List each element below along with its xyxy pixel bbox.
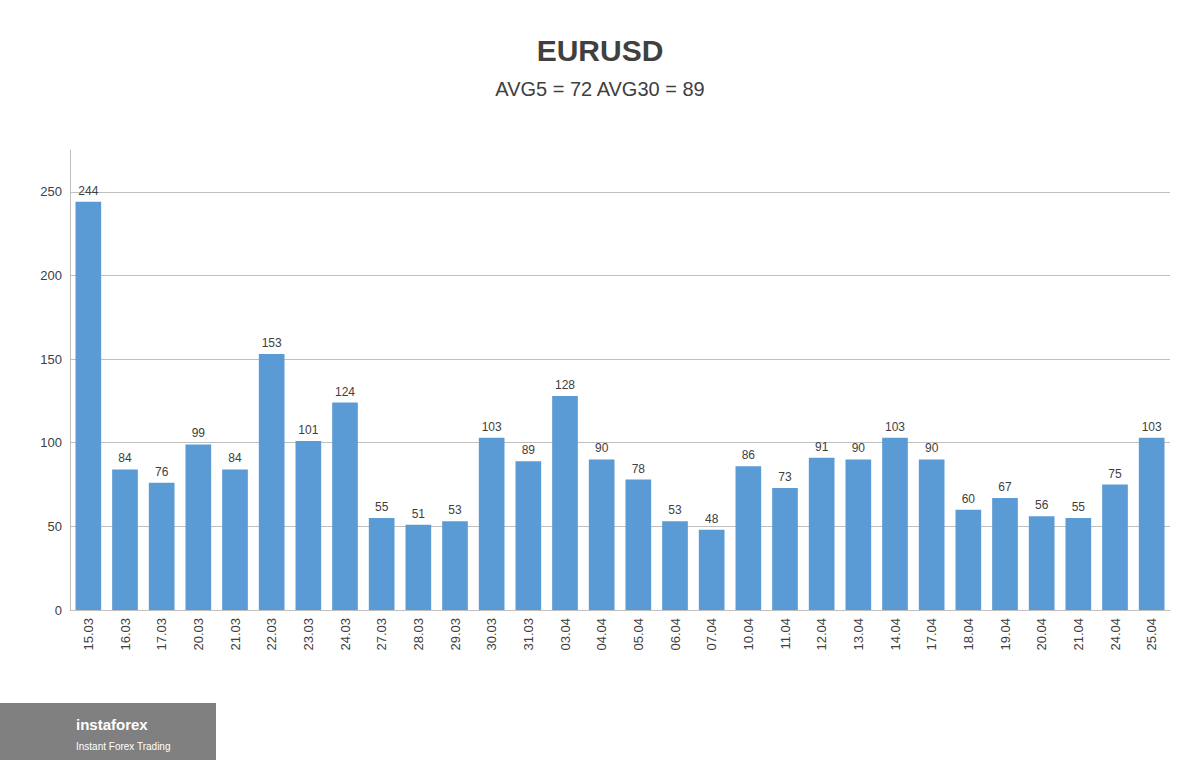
svg-text:100: 100: [40, 435, 62, 450]
svg-text:124: 124: [335, 385, 355, 399]
svg-text:05.04: 05.04: [631, 618, 646, 651]
svg-text:14.04: 14.04: [888, 618, 903, 651]
svg-text:90: 90: [925, 441, 939, 455]
svg-text:50: 50: [48, 519, 62, 534]
svg-text:21.04: 21.04: [1071, 618, 1086, 651]
svg-text:04.04: 04.04: [594, 618, 609, 651]
svg-text:23.03: 23.03: [301, 618, 316, 651]
svg-text:13.04: 13.04: [851, 618, 866, 651]
svg-text:07.04: 07.04: [704, 618, 719, 651]
svg-text:51: 51: [412, 507, 426, 521]
svg-text:0: 0: [55, 603, 62, 618]
svg-text:19.04: 19.04: [998, 618, 1013, 651]
svg-text:17.04: 17.04: [924, 618, 939, 651]
svg-text:53: 53: [448, 503, 462, 517]
svg-text:20.03: 20.03: [191, 618, 206, 651]
svg-text:25.04: 25.04: [1144, 618, 1159, 651]
svg-text:89: 89: [522, 443, 536, 457]
svg-text:53: 53: [668, 503, 682, 517]
svg-text:99: 99: [192, 426, 206, 440]
svg-text:12.04: 12.04: [814, 618, 829, 651]
svg-text:16.03: 16.03: [118, 618, 133, 651]
svg-text:153: 153: [262, 336, 282, 350]
svg-text:101: 101: [298, 423, 318, 437]
svg-text:244: 244: [78, 184, 98, 198]
svg-text:90: 90: [595, 441, 609, 455]
svg-text:60: 60: [962, 492, 976, 506]
svg-text:18.04: 18.04: [961, 618, 976, 651]
svg-text:EURUSD: EURUSD: [537, 34, 664, 67]
svg-text:103: 103: [482, 420, 502, 434]
svg-text:90: 90: [852, 441, 866, 455]
svg-text:21.03: 21.03: [228, 618, 243, 651]
svg-text:56: 56: [1035, 498, 1049, 512]
svg-text:84: 84: [118, 451, 132, 465]
svg-text:86: 86: [742, 448, 756, 462]
svg-text:15.03: 15.03: [81, 618, 96, 651]
svg-text:17.03: 17.03: [154, 618, 169, 651]
svg-text:103: 103: [1142, 420, 1162, 434]
svg-text:75: 75: [1108, 467, 1122, 481]
svg-text:103: 103: [885, 420, 905, 434]
svg-text:30.03: 30.03: [484, 618, 499, 651]
svg-text:instaforex: instaforex: [76, 716, 148, 733]
svg-text:73: 73: [778, 470, 792, 484]
svg-text:AVG5 = 72 AVG30 = 89: AVG5 = 72 AVG30 = 89: [495, 78, 704, 100]
svg-text:128: 128: [555, 378, 575, 392]
svg-text:250: 250: [40, 184, 62, 199]
svg-text:28.03: 28.03: [411, 618, 426, 651]
svg-text:67: 67: [998, 480, 1012, 494]
svg-text:55: 55: [1072, 500, 1086, 514]
svg-text:03.04: 03.04: [558, 618, 573, 651]
svg-text:55: 55: [375, 500, 389, 514]
svg-text:11.04: 11.04: [778, 618, 793, 650]
svg-text:31.03: 31.03: [521, 618, 536, 651]
svg-text:22.03: 22.03: [264, 618, 279, 651]
svg-text:Instant Forex Trading: Instant Forex Trading: [76, 741, 171, 752]
svg-text:91: 91: [815, 440, 829, 454]
svg-text:76: 76: [155, 465, 169, 479]
svg-text:20.04: 20.04: [1034, 618, 1049, 651]
svg-text:10.04: 10.04: [741, 618, 756, 651]
svg-text:27.03: 27.03: [374, 618, 389, 651]
svg-text:200: 200: [40, 268, 62, 283]
svg-text:150: 150: [40, 352, 62, 367]
svg-text:29.03: 29.03: [448, 618, 463, 651]
svg-text:78: 78: [632, 462, 646, 476]
svg-text:84: 84: [228, 451, 242, 465]
svg-text:48: 48: [705, 512, 719, 526]
svg-text:24.04: 24.04: [1108, 618, 1123, 651]
svg-text:06.04: 06.04: [668, 618, 683, 651]
svg-text:24.03: 24.03: [338, 618, 353, 651]
